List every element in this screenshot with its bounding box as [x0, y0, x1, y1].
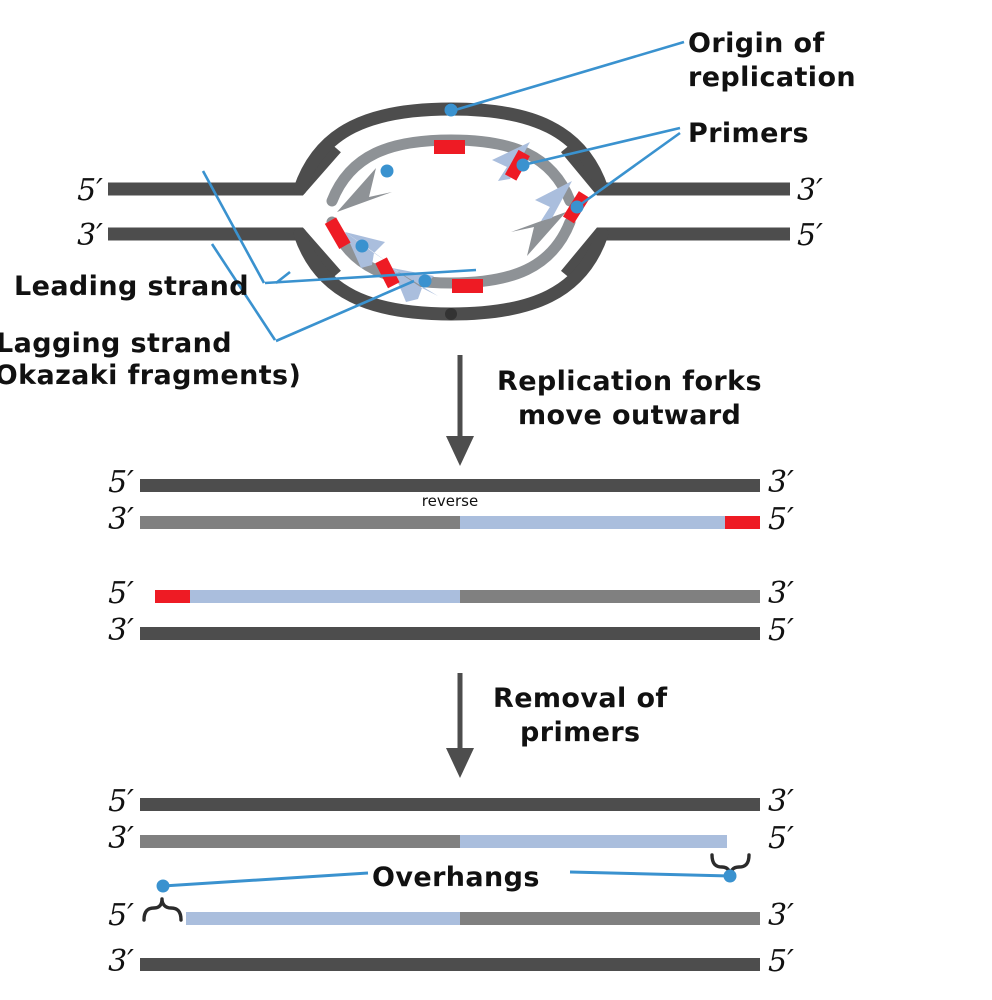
- strand-segment-template-dark: [140, 479, 760, 492]
- bubble-right-arms: [560, 143, 790, 280]
- step-arrow-forks-move-outward: Replication forks move outward: [446, 355, 762, 466]
- strand-label-right: 3′: [768, 465, 794, 500]
- strand-segment-new-blue: [190, 590, 460, 603]
- leader-dot-lagging-a: [355, 239, 369, 253]
- step-arrow-removal-of-primers: Removal of primers: [446, 673, 668, 778]
- label-primers: Primers: [688, 118, 809, 149]
- leader-overhang-left: [162, 871, 369, 888]
- middle-duplex-b: 5′ 3′ 3′ 5′: [108, 576, 794, 648]
- strand-label-right: 5′: [768, 821, 794, 856]
- leader-primer-upper: [522, 126, 681, 167]
- strand-segment-template-mid: [140, 516, 460, 529]
- strand-label-left: 3′: [108, 502, 134, 537]
- strand-label-right: 5′: [768, 613, 794, 648]
- primer-block: [324, 217, 351, 249]
- strand-segment-new-blue: [186, 912, 460, 925]
- strand-segment-template-mid: [460, 912, 760, 925]
- bottom-section: 5′ 3′ 3′ 5′ Overhangs: [108, 784, 794, 979]
- strand-segment-template-mid: [140, 835, 460, 848]
- strand-label-left: 5′: [108, 898, 134, 933]
- strand-label-right: 5′: [768, 944, 794, 979]
- arrow-head: [446, 436, 474, 466]
- leader-dot-overhang-right: [723, 869, 737, 883]
- label-lagging-strand-line2: (Okazaki fragments): [0, 360, 301, 391]
- strand-segment-template-mid: [460, 590, 760, 603]
- strand-segment-primer-red: [155, 590, 190, 603]
- step-label-line1: Replication forks: [497, 366, 762, 397]
- strand-segment-new-blue: [460, 516, 725, 529]
- leader-primer-lower: [576, 131, 681, 209]
- leader-lagging-a: [210, 243, 277, 341]
- middle-section: 5′ 3′ reverse 3′ 5′ 5′ 3′ 3′ 5′: [108, 465, 794, 648]
- leading-strand-arrow-lower-right: [511, 212, 566, 256]
- leader-origin-of-replication: [454, 40, 685, 112]
- step-label-line2: move outward: [518, 400, 741, 431]
- label-origin-of-replication-line2: replication: [688, 62, 856, 93]
- leader-lagging-b: [275, 279, 415, 343]
- middle-duplex-a: 5′ 3′ reverse 3′ 5′: [108, 465, 794, 537]
- leader-dot-lagging-b: [418, 274, 432, 288]
- bubble-label-right-bottom: 5′: [797, 218, 823, 253]
- label-lagging-strand-line1: Lagging strand: [0, 328, 232, 359]
- leader-dot-primer-upper: [516, 158, 530, 172]
- strand-label-left: 5′: [108, 784, 134, 819]
- bubble-label-left-top: 5′: [77, 173, 103, 208]
- primer-block: [375, 257, 400, 289]
- leader-leading-strand-b: [201, 170, 266, 284]
- strand-label-left: 3′: [108, 821, 134, 856]
- strand-label-right: 3′: [768, 576, 794, 611]
- bubble-label-left-bottom: 3′: [77, 218, 103, 253]
- overhang-leader-lines: [162, 870, 731, 888]
- primer-block: [452, 279, 483, 293]
- leader-dot-overhang-left: [156, 879, 170, 893]
- reverse-label: reverse: [422, 492, 478, 510]
- strand-segment-primer-red: [725, 516, 760, 529]
- strand-label-right: 5′: [768, 502, 794, 537]
- step-label-line2: primers: [520, 717, 641, 748]
- strand-segment-new-blue: [460, 835, 727, 848]
- strand-label-left: 5′: [108, 465, 134, 500]
- leader-dot-primer-lower: [570, 200, 584, 214]
- leader-overhang-right: [569, 870, 731, 878]
- strand-label-left: 3′: [108, 613, 134, 648]
- strand-label-left: 3′: [108, 944, 134, 979]
- leading-strand-arrow-upper-left: [337, 168, 392, 212]
- arrow-head: [446, 748, 474, 778]
- label-overhangs: Overhangs: [372, 862, 540, 893]
- primer-blocks: [324, 140, 590, 293]
- leader-leading-strand: [264, 268, 477, 285]
- strand-segment-template-dark: [140, 958, 760, 971]
- bubble-left-arms: [108, 143, 341, 280]
- okazaki-arrow-upper-2: [535, 181, 572, 221]
- bottom-duplex-a: 5′ 3′ 3′ 5′: [108, 784, 794, 856]
- strand-segment-template-dark: [140, 798, 760, 811]
- bubble-lower-new-strand: [326, 216, 576, 289]
- replication-bubble-group: 5′ 3′ 3′ 5′ Origin of replication Primer…: [0, 28, 856, 391]
- bottom-duplex-b: 5′ 3′ 3′ 5′: [108, 898, 794, 979]
- step-label-line1: Removal of: [493, 683, 668, 714]
- bubble-label-right-top: 3′: [797, 173, 823, 208]
- label-leading-strand: Leading strand: [14, 271, 249, 302]
- leader-dot-leading: [380, 164, 394, 178]
- origin-marker-bottom: [445, 308, 457, 320]
- brace-overhang-left: [142, 897, 183, 922]
- primer-block: [434, 140, 465, 154]
- strand-segment-template-dark: [140, 627, 760, 640]
- leader-lines: [201, 40, 685, 343]
- label-origin-of-replication-line1: Origin of: [688, 28, 825, 59]
- leader-dot-origin: [444, 103, 458, 117]
- strand-label-right: 3′: [768, 784, 794, 819]
- strand-label-right: 3′: [768, 898, 794, 933]
- strand-label-left: 5′: [108, 576, 134, 611]
